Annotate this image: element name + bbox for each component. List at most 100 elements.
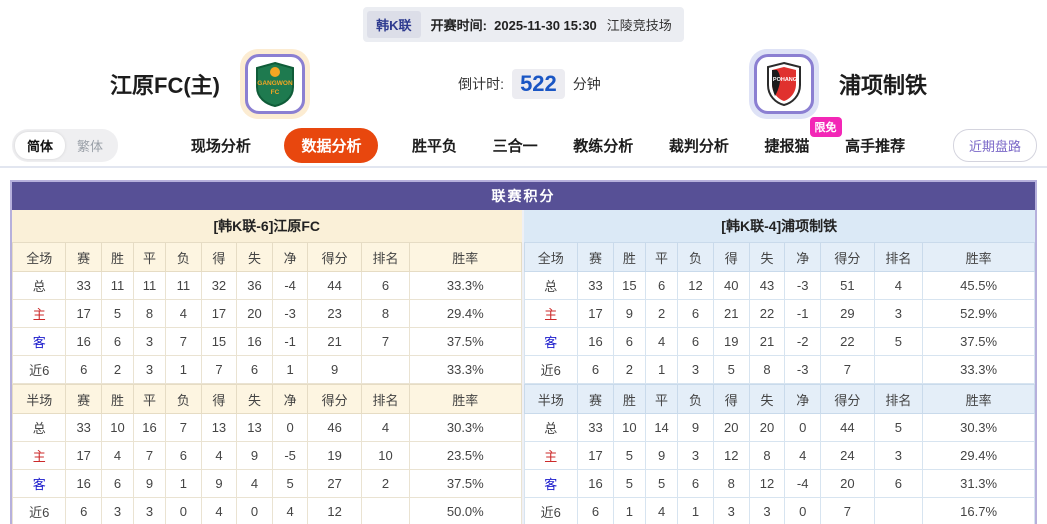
table-cell: 5 <box>271 469 309 498</box>
column-header: 负 <box>677 384 714 414</box>
table-cell: 4 <box>784 441 822 470</box>
table-cell: 20 <box>236 299 273 328</box>
table-cell <box>873 355 924 384</box>
table-cell: -4 <box>271 271 309 300</box>
table-cell: 5 <box>873 413 924 442</box>
table-cell: 16 <box>577 469 614 498</box>
away-team-name: 浦项制铁 <box>838 73 927 98</box>
nav-tab[interactable]: 胜平负 <box>412 137 458 155</box>
table-cell: 23 <box>307 299 362 328</box>
analysis-nav: 简体 繁体 现场分析 数据分析 胜平负 三合一 教练分析 裁判分析 捷报猫 限免 高手推荐 近期… <box>0 116 1047 168</box>
table-cell: 9 <box>612 299 646 328</box>
table-row: 主 17 9 2 6 21 22 -1 29 3 52.9% <box>523 299 1035 328</box>
row-label: 主 <box>523 299 579 328</box>
table-row: 主 17 5 8 4 17 20 -3 23 8 29.4% <box>11 299 522 328</box>
nav-tab[interactable]: 数据分析 <box>284 127 379 163</box>
table-cell: 33 <box>65 413 102 442</box>
league-badge[interactable]: 韩K联 <box>367 11 421 38</box>
column-header: 全场 <box>11 242 67 272</box>
home-team-name: 江原FC(主) <box>110 73 220 98</box>
away-standings-panel: [韩K联-4]浦项制铁 全场赛胜平负得失净得分 排名 胜率总 33 15 6 12 40 43 -3… <box>523 210 1035 524</box>
row-label: 总 <box>523 413 579 442</box>
column-header: 排名 <box>873 242 924 272</box>
column-header: 赛 <box>577 384 614 414</box>
table-cell: -2 <box>784 327 822 356</box>
lang-traditional[interactable]: 繁体 <box>77 138 104 154</box>
table-cell: 7 <box>820 497 875 524</box>
recent-odds-button[interactable]: 近期盘路 <box>952 128 1037 162</box>
table-cell: 17 <box>65 441 102 470</box>
table-cell: 16 <box>577 327 614 356</box>
away-team-logo-icon: POHANG <box>748 49 819 119</box>
table-cell: 33 <box>577 271 614 300</box>
table-cell: 4 <box>644 327 679 356</box>
nav-tab[interactable]: 现场分析 <box>190 137 251 155</box>
table-cell: 20 <box>820 469 875 498</box>
table-cell: 0 <box>165 497 202 524</box>
table-cell: 16.7% <box>922 497 1035 524</box>
away-team: POHANG 浦项制铁 <box>748 49 927 119</box>
table-cell: 0 <box>236 497 273 524</box>
table-row: 近6 6 2 1 3 5 8 -3 7 33.3% <box>523 355 1035 384</box>
row-label: 近6 <box>11 497 67 524</box>
table-cell: 12 <box>712 441 750 470</box>
home-team-logo-icon: GANGWON FC <box>239 49 310 119</box>
lang-simplified[interactable]: 简体 <box>15 131 66 159</box>
table-cell: 24 <box>820 441 875 470</box>
table-cell: 43 <box>748 271 786 300</box>
table-cell: -4 <box>784 469 822 498</box>
table-cell: 4 <box>100 441 135 470</box>
table-cell: 14 <box>644 413 679 442</box>
table-cell: 8 <box>360 299 411 328</box>
table-cell: -5 <box>271 441 309 470</box>
column-header: 赛 <box>65 384 102 414</box>
table-cell: -1 <box>271 327 309 356</box>
table-cell: 30.3% <box>409 413 522 442</box>
table-cell: 3 <box>100 497 135 524</box>
table-cell: 6 <box>100 469 135 498</box>
table-cell <box>360 355 411 384</box>
table-cell: 2 <box>612 355 646 384</box>
column-header: 胜率 <box>922 384 1035 414</box>
table-cell: 6 <box>677 469 714 498</box>
table-cell: 4 <box>200 497 238 524</box>
column-header: 排名 <box>360 242 411 272</box>
nav-tab[interactable]: 教练分析 <box>573 137 634 155</box>
column-header: 得 <box>200 384 238 414</box>
table-row: 总 33 11 11 11 32 36 -4 44 6 33.3% <box>11 271 522 300</box>
table-cell: 32 <box>200 271 238 300</box>
table-cell: -1 <box>784 299 822 328</box>
table-cell: 27 <box>307 469 362 498</box>
table-cell: 6 <box>577 355 614 384</box>
table-cell: 8 <box>133 299 167 328</box>
table-cell: 6 <box>873 469 924 498</box>
table-cell: 44 <box>307 271 362 300</box>
table-cell: 13 <box>236 413 273 442</box>
table-cell: 0 <box>271 413 309 442</box>
table-row: 近6 6 3 3 0 4 0 4 12 50.0% <box>11 497 522 524</box>
column-header: 赛 <box>65 242 102 272</box>
countdown: 倒计时: 522 分钟 <box>458 69 601 99</box>
countdown-unit: 分钟 <box>572 76 601 92</box>
table-cell: 8 <box>748 355 786 384</box>
row-label: 总 <box>11 413 67 442</box>
nav-tab[interactable]: 捷报猫 限免 <box>762 116 842 163</box>
table-cell: 4 <box>165 299 202 328</box>
row-label: 客 <box>11 469 67 498</box>
row-label: 总 <box>11 271 67 300</box>
table-cell: 4 <box>200 441 238 470</box>
nav-tab[interactable]: 高手推荐 <box>845 137 906 155</box>
column-header: 胜 <box>612 242 646 272</box>
table-cell: 46 <box>307 413 362 442</box>
table-cell: 5 <box>644 469 679 498</box>
table-row: 主 17 4 7 6 4 9 -5 19 10 23.5% <box>11 441 522 470</box>
match-info-pill: 韩K联 开赛时间: 2025-11-30 15:30 江陵竞技场 <box>363 7 684 42</box>
table-cell: 29.4% <box>409 299 522 328</box>
table-cell: 3 <box>133 497 167 524</box>
nav-tab[interactable]: 裁判分析 <box>668 137 729 155</box>
table-cell: 10 <box>612 413 646 442</box>
column-header: 净 <box>784 384 822 414</box>
column-header: 负 <box>165 384 202 414</box>
row-label: 近6 <box>523 497 579 524</box>
nav-tab[interactable]: 三合一 <box>492 137 538 155</box>
